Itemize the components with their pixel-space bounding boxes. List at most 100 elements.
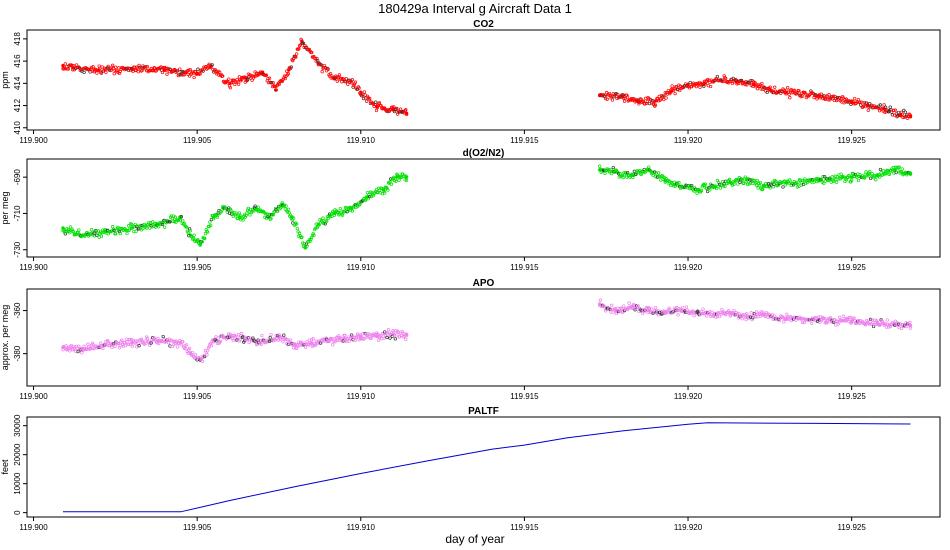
data-point-o2n2 <box>831 179 836 183</box>
data-point-apo <box>216 336 220 340</box>
data-point-apo <box>628 305 632 309</box>
data-point-o2n2 <box>758 180 763 185</box>
data-point-o2n2 <box>388 180 392 184</box>
data-point-co2 <box>876 106 880 110</box>
data-point-o2n2 <box>687 184 691 188</box>
data-point-co2 <box>625 93 629 97</box>
data-point-apo <box>607 306 612 311</box>
x-tick-label-paltf: 119.925 <box>837 523 866 532</box>
data-point-co2 <box>616 92 620 97</box>
data-point-co2 <box>873 105 877 110</box>
data-point-o2n2 <box>743 175 747 179</box>
data-point-apo <box>128 337 132 342</box>
data-point-o2n2 <box>727 177 732 182</box>
data-point-co2 <box>784 92 788 96</box>
data-point-co2 <box>724 76 728 81</box>
data-point-co2 <box>184 70 189 74</box>
data-point-apo <box>908 320 912 325</box>
data-point-co2 <box>702 84 706 89</box>
data-point-o2n2 <box>198 243 202 247</box>
data-point-o2n2 <box>288 213 293 217</box>
data-point-apo <box>267 338 271 343</box>
data-point-apo <box>671 310 676 314</box>
data-point-co2 <box>242 76 246 80</box>
x-tick-label-apo: 119.925 <box>837 392 866 401</box>
data-point-apo <box>607 307 611 312</box>
data-point-o2n2 <box>756 186 760 190</box>
data-point-o2n2 <box>203 236 207 241</box>
data-point-co2 <box>625 95 630 99</box>
data-point-apo <box>818 320 822 325</box>
data-point-o2n2 <box>834 180 839 184</box>
data-point-co2 <box>178 73 183 77</box>
data-point-co2 <box>307 47 312 52</box>
data-point-apo <box>865 318 869 323</box>
data-point-apo <box>724 312 728 317</box>
data-point-o2n2 <box>687 186 692 191</box>
data-point-co2 <box>236 82 241 86</box>
data-point-apo <box>64 344 68 348</box>
data-point-o2n2 <box>368 190 373 194</box>
data-point-co2 <box>175 69 180 73</box>
data-point-o2n2 <box>887 172 892 176</box>
data-point-o2n2 <box>654 171 658 175</box>
data-point-co2 <box>866 108 870 112</box>
data-point-co2 <box>671 86 675 91</box>
data-point-apo <box>71 344 76 349</box>
data-point-apo <box>383 334 388 338</box>
data-point-apo <box>230 333 234 338</box>
data-point-o2n2 <box>117 229 122 234</box>
data-point-o2n2 <box>99 230 103 234</box>
data-point-co2 <box>893 108 898 112</box>
data-point-o2n2 <box>781 185 785 189</box>
data-point-co2 <box>95 71 99 75</box>
data-point-o2n2 <box>215 213 219 218</box>
data-point-o2n2 <box>867 171 871 175</box>
data-point-apo <box>134 339 138 343</box>
data-point-co2 <box>312 54 316 59</box>
data-point-co2 <box>129 67 134 71</box>
y-tick-label-co2: 410 <box>13 121 22 135</box>
data-point-o2n2 <box>803 177 807 181</box>
data-point-co2 <box>294 52 299 56</box>
data-point-apo <box>896 322 901 326</box>
x-axis-label: day of year <box>445 532 504 546</box>
data-point-o2n2 <box>215 215 220 219</box>
data-point-co2 <box>197 71 202 75</box>
data-point-apo <box>123 343 128 348</box>
data-point-o2n2 <box>900 167 904 171</box>
data-point-o2n2 <box>128 226 132 230</box>
data-point-co2 <box>165 72 169 76</box>
data-point-o2n2 <box>153 221 157 226</box>
data-point-co2 <box>198 72 202 76</box>
data-point-o2n2 <box>312 233 316 237</box>
data-point-co2 <box>800 94 805 98</box>
data-point-apo <box>218 339 223 343</box>
data-point-co2 <box>335 79 339 83</box>
data-point-apo <box>303 345 308 349</box>
data-point-o2n2 <box>256 205 260 209</box>
data-point-co2 <box>688 80 692 85</box>
data-point-co2 <box>242 75 247 79</box>
data-point-apo <box>266 339 270 343</box>
data-point-apo <box>305 339 309 344</box>
data-point-o2n2 <box>68 231 72 235</box>
y-tick-label-paltf: 30000 <box>13 414 22 437</box>
x-tick-label-o2n2: 119.900 <box>19 263 48 272</box>
data-point-co2 <box>362 90 367 94</box>
data-point-apo <box>247 340 251 345</box>
data-point-co2 <box>172 67 177 72</box>
data-point-apo <box>72 346 76 350</box>
data-point-co2 <box>899 110 904 114</box>
data-point-apo <box>106 339 110 344</box>
data-point-co2 <box>245 78 250 82</box>
data-point-o2n2 <box>287 211 291 215</box>
data-point-o2n2 <box>251 209 256 213</box>
data-point-o2n2 <box>241 218 245 222</box>
data-point-o2n2 <box>831 178 835 183</box>
data-point-apo <box>653 305 658 310</box>
data-point-co2 <box>250 78 254 82</box>
data-point-o2n2 <box>877 175 882 179</box>
data-point-apo <box>137 344 141 348</box>
